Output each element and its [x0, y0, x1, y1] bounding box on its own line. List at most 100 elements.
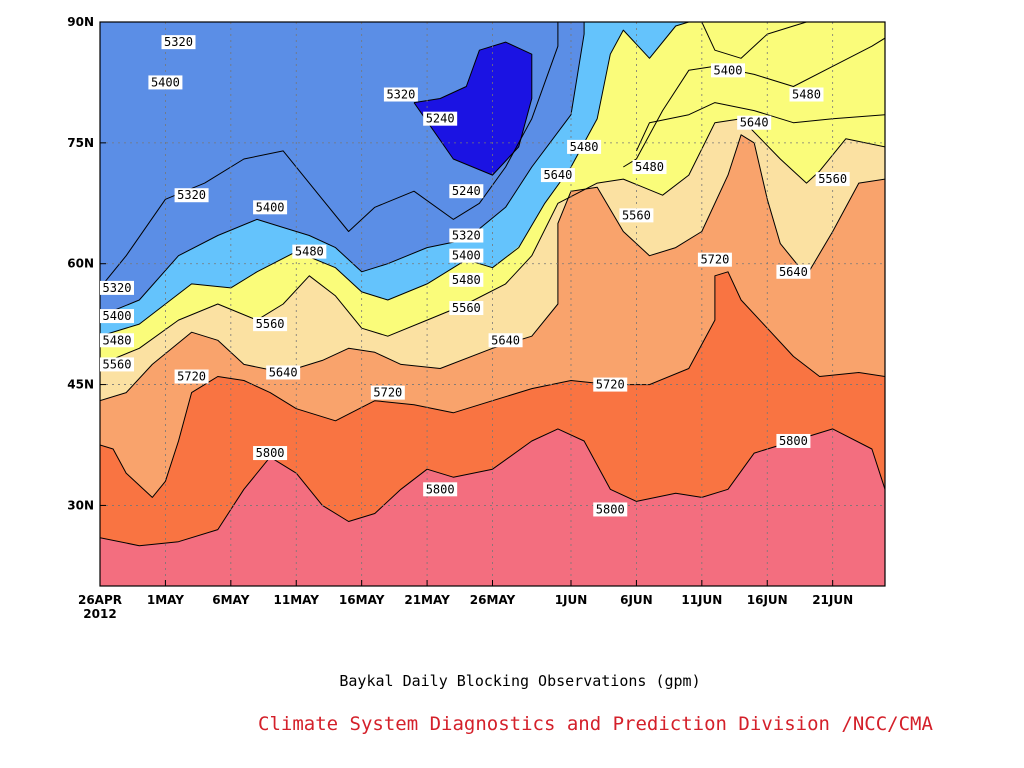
contour-value-label: 5480 [449, 272, 484, 287]
contour-value-label: 5800 [423, 482, 458, 497]
contour-value-text: 5480 [452, 273, 481, 287]
contour-value-label: 5800 [253, 446, 288, 461]
contour-line-5320 [701, 22, 807, 59]
contour-value-text: 5640 [740, 116, 769, 130]
contour-value-label: 5560 [815, 172, 850, 187]
contour-line-5400 [100, 22, 585, 317]
contour-value-label-bg [449, 184, 484, 199]
contour-value-text: 5400 [103, 309, 132, 323]
contour-value-text: 5640 [543, 168, 572, 182]
contour-value-label: 5320 [383, 87, 418, 102]
contour-value-label-bg [148, 75, 183, 90]
contour-value-text: 5400 [151, 75, 180, 89]
contour-value-text: 5720 [177, 370, 206, 384]
contour-value-label-bg [266, 365, 301, 380]
contour-value-text: 5800 [596, 502, 625, 516]
contour-value-text: 5480 [635, 160, 664, 174]
contour-value-label-bg [776, 264, 811, 279]
contour-value-label-bg [423, 111, 458, 126]
x-tick-sublabel: 2012 [83, 607, 116, 621]
contour-value-text: 5800 [256, 446, 285, 460]
contour-value-label-bg [161, 35, 196, 50]
contour-value-text: 5320 [103, 281, 132, 295]
contour-value-label: 5240 [423, 111, 458, 126]
contour-line-5800 [100, 428, 885, 547]
contour-value-text: 5640 [779, 265, 808, 279]
contour-line-5480 [635, 102, 885, 152]
contour-value-text: 5400 [714, 63, 743, 77]
contour-line-5640 [100, 134, 885, 402]
contour-value-text: 5560 [622, 208, 651, 222]
contour-value-text: 5240 [452, 184, 481, 198]
contour-value-label-bg [253, 200, 288, 215]
contour-value-label-bg [789, 87, 824, 102]
contour-value-text: 5320 [177, 188, 206, 202]
contour-value-label: 5320 [161, 35, 196, 50]
x-tick-label: 6MAY [212, 593, 249, 607]
contour-value-label-bg [174, 369, 209, 384]
x-tick-label: 11JUN [681, 593, 722, 607]
contour-value-text: 5800 [779, 434, 808, 448]
contour-value-label-bg [593, 502, 628, 517]
contour-value-label: 5320 [449, 228, 484, 243]
contour-value-label: 5400 [711, 63, 745, 78]
contour-value-label-bg [383, 87, 418, 102]
contour-value-label: 5560 [100, 357, 134, 372]
contour-value-label: 5400 [449, 248, 484, 263]
contour-value-label-bg [449, 248, 484, 263]
contour-value-text: 5480 [103, 333, 132, 347]
contour-core-5240 [414, 42, 532, 176]
contour-value-label-bg [540, 168, 575, 183]
contour-value-text: 5320 [386, 88, 415, 102]
contour-value-label: 5480 [100, 333, 134, 348]
contour-value-text: 5400 [452, 249, 481, 263]
source-credit: Climate System Diagnostics and Predictio… [258, 713, 933, 735]
x-tick-label: 11MAY [274, 593, 320, 607]
contour-value-text: 5640 [269, 365, 298, 379]
contour-value-label-bg [100, 357, 134, 372]
contour-line-5240 [413, 41, 533, 176]
x-tick-label: 26MAY [470, 593, 516, 607]
contour-value-label: 5640 [737, 115, 772, 130]
contour-value-text: 5320 [164, 35, 193, 49]
contour-value-text: 5800 [426, 482, 455, 496]
plot-area [100, 22, 885, 586]
contour-value-label: 5720 [593, 377, 628, 392]
contour-value-label-bg [253, 446, 288, 461]
contour-value-label: 5560 [253, 317, 288, 332]
contour-value-text: 5480 [570, 140, 599, 154]
contour-value-label: 5480 [789, 87, 824, 102]
y-tick-label: 45N [67, 378, 94, 392]
contour-value-text: 5720 [700, 253, 729, 267]
contour-value-label: 5800 [776, 433, 811, 448]
y-tick-label: 30N [67, 498, 94, 512]
contour-value-text: 5240 [426, 112, 455, 126]
contour-value-label: 5640 [776, 264, 811, 279]
contour-value-label: 5480 [632, 160, 667, 175]
contour-value-label-bg [449, 301, 484, 316]
contour-value-label-bg [292, 244, 327, 259]
contour-value-label: 5320 [174, 188, 209, 203]
contour-value-label: 5480 [292, 244, 327, 259]
contour-value-label: 5560 [449, 301, 484, 316]
contour-value-label-bg [449, 228, 484, 243]
contour-value-text: 5480 [792, 88, 821, 102]
contour-value-label-bg [697, 252, 732, 267]
x-tick-label: 21MAY [404, 593, 450, 607]
x-tick-label: 1MAY [147, 593, 184, 607]
contour-value-label-bg [567, 139, 602, 154]
contour-value-text: 5560 [452, 301, 481, 315]
y-tick-label: 75N [67, 136, 94, 150]
contour-value-label-bg [737, 115, 772, 130]
contour-value-text: 5480 [295, 245, 324, 259]
contour-value-text: 5720 [373, 386, 402, 400]
y-tick-label: 90N [67, 15, 94, 29]
contour-value-text: 5400 [256, 200, 285, 214]
contour-value-label-bg [488, 333, 523, 348]
contour-value-label-bg [100, 333, 134, 348]
contour-value-label-bg [619, 208, 654, 223]
contour-value-label: 5320 [100, 280, 134, 295]
contour-value-label-bg [449, 272, 484, 287]
contour-value-label: 5560 [619, 208, 654, 223]
